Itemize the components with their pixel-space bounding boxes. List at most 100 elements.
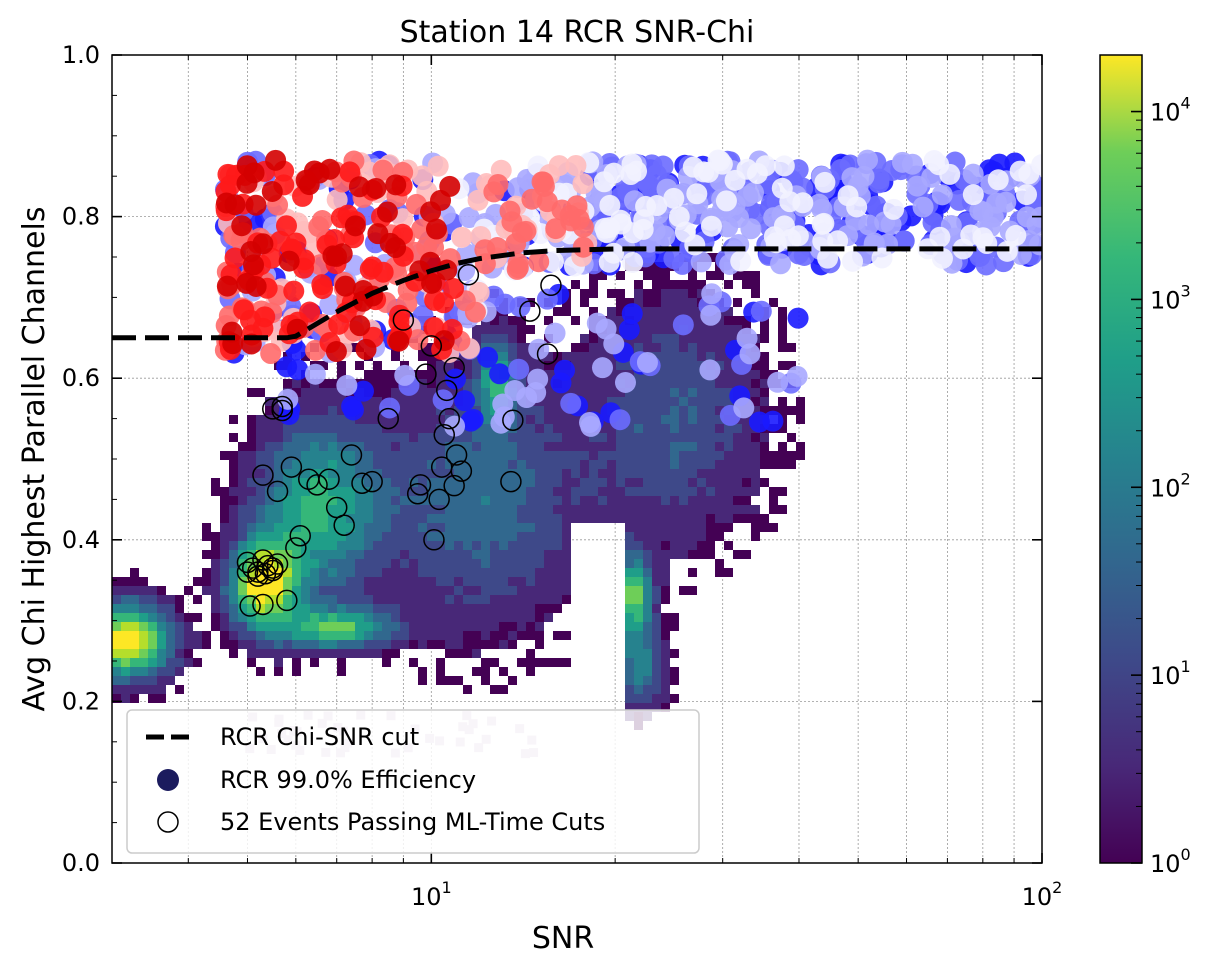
efficiency-point <box>686 183 708 205</box>
heatmap-cell <box>508 478 517 487</box>
heatmap-cell <box>391 541 400 550</box>
heatmap-cell <box>274 667 283 676</box>
heatmap-cell <box>292 631 301 640</box>
heatmap-cell <box>643 613 652 622</box>
heatmap-cell <box>229 568 238 577</box>
heatmap-cell <box>283 640 292 649</box>
heatmap-cell <box>346 622 355 631</box>
heatmap-cell <box>337 406 346 415</box>
heatmap-cell <box>139 685 148 694</box>
heatmap-cell <box>706 505 715 514</box>
efficiency-point <box>283 280 305 302</box>
heatmap-cell <box>643 532 652 541</box>
heatmap-cell <box>373 397 382 406</box>
heatmap-cell <box>364 541 373 550</box>
heatmap-cell <box>517 505 526 514</box>
heatmap-cell <box>445 676 454 685</box>
heatmap-cell <box>220 604 229 613</box>
heatmap-cell <box>427 586 436 595</box>
heatmap-cell <box>409 586 418 595</box>
heatmap-cell <box>751 451 760 460</box>
heatmap-cell <box>652 406 661 415</box>
heatmap-cell <box>661 379 670 388</box>
heatmap-cell <box>319 388 328 397</box>
heatmap-cell <box>652 541 661 550</box>
heatmap-cell <box>526 514 535 523</box>
heatmap-cell <box>481 559 490 568</box>
efficiency-point <box>308 216 330 238</box>
heatmap-cell <box>427 388 436 397</box>
heatmap-cell <box>265 442 274 451</box>
heatmap-cell <box>544 487 553 496</box>
efficiency-point <box>750 300 772 322</box>
heatmap-cell <box>274 640 283 649</box>
heatmap-cell <box>364 505 373 514</box>
heatmap-cell <box>346 478 355 487</box>
heatmap-cell <box>553 478 562 487</box>
heatmap-cell <box>157 604 166 613</box>
heatmap-cell <box>454 676 463 685</box>
heatmap-cell <box>229 649 238 658</box>
x-tick-label: 101 <box>411 878 452 911</box>
heatmap-cell <box>256 487 265 496</box>
heatmap-cell <box>346 595 355 604</box>
heatmap-cell <box>463 586 472 595</box>
heatmap-cell <box>373 451 382 460</box>
heatmap-cell <box>688 523 697 532</box>
heatmap-cell <box>499 685 508 694</box>
efficiency-point <box>622 251 644 273</box>
efficiency-point <box>319 294 341 316</box>
heatmap-cell <box>742 514 751 523</box>
heatmap-cell <box>526 505 535 514</box>
heatmap-cell <box>184 613 193 622</box>
heatmap-cell <box>463 514 472 523</box>
heatmap-cell <box>337 424 346 433</box>
heatmap-cell <box>670 532 679 541</box>
heatmap-cell <box>319 361 328 370</box>
efficiency-point <box>536 288 558 310</box>
efficiency-point <box>487 173 509 195</box>
heatmap-cell <box>544 415 553 424</box>
heatmap-cell <box>535 640 544 649</box>
heatmap-cell <box>436 406 445 415</box>
efficiency-point <box>928 154 950 176</box>
heatmap-cell <box>166 631 175 640</box>
heatmap-cell <box>499 451 508 460</box>
passing-event-marker <box>536 343 559 365</box>
heatmap-cell <box>445 649 454 658</box>
heatmap-cell <box>238 640 247 649</box>
heatmap-cell <box>661 613 670 622</box>
heatmap-cell <box>409 532 418 541</box>
heatmap-cell <box>526 442 535 451</box>
heatmap-cell <box>571 361 580 370</box>
heatmap-cell <box>724 325 733 334</box>
heatmap-cell <box>652 613 661 622</box>
heatmap-cell <box>517 568 526 577</box>
heatmap-cell <box>535 532 544 541</box>
heatmap-cell <box>283 442 292 451</box>
heatmap-cell <box>490 595 499 604</box>
heatmap-cell <box>274 613 283 622</box>
heatmap-cell <box>148 631 157 640</box>
heatmap-cell <box>688 424 697 433</box>
heatmap-cell <box>481 541 490 550</box>
heatmap-cell <box>652 532 661 541</box>
heatmap-cell <box>751 406 760 415</box>
heatmap-cell <box>130 667 139 676</box>
heatmap-cell <box>481 487 490 496</box>
heatmap-cell <box>670 622 679 631</box>
heatmap-cell <box>625 388 634 397</box>
heatmap-cell <box>301 631 310 640</box>
passing-event-marker <box>438 407 461 430</box>
heatmap-cell <box>625 604 634 613</box>
efficiency-point <box>857 149 879 171</box>
heatmap-cell <box>652 370 661 379</box>
heatmap-cell <box>598 352 607 361</box>
heatmap-cell <box>697 514 706 523</box>
heatmap-cell <box>508 469 517 478</box>
heatmap-cell <box>571 424 580 433</box>
efficiency-point <box>443 277 465 299</box>
heatmap-cell <box>328 649 337 658</box>
heatmap-cell <box>634 577 643 586</box>
heatmap-cell <box>544 505 553 514</box>
